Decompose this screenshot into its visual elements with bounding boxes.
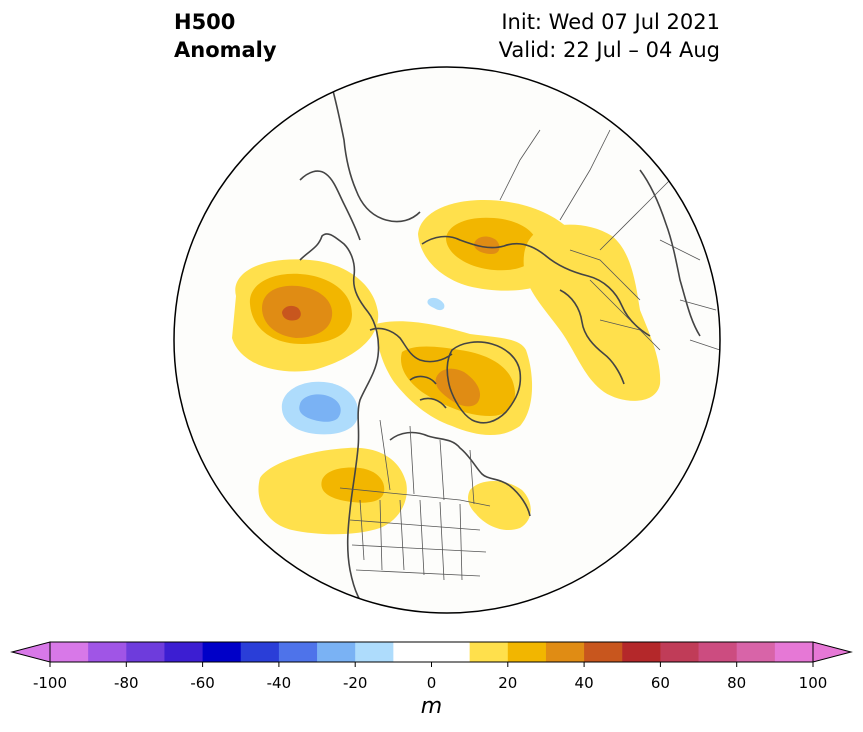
colorbar-extend-under [10, 641, 51, 663]
colorbar: -100 -80 -60 -40 -20 0 20 40 60 80 100 [10, 641, 853, 690]
colorbar-box [660, 642, 700, 662]
colorbar-box [622, 642, 661, 662]
coast-greenland [446, 341, 522, 424]
colorbar-tick-label: 0 [427, 674, 437, 690]
colorbar-box [317, 642, 356, 662]
colorbar-tick-label: -20 [343, 674, 368, 690]
colorbar-tick-label: -60 [190, 674, 215, 690]
border-europe [569, 249, 661, 351]
colorbar-box [584, 642, 623, 662]
coast-hudson-bay [389, 431, 531, 517]
colorbar-box [507, 642, 547, 662]
colorbar-tick-label: -80 [114, 674, 139, 690]
political-borders [339, 129, 720, 581]
colorbar-tick-label: -40 [267, 674, 292, 690]
anomaly-europe-outer [523, 224, 661, 401]
title-left: H500 Anomaly [174, 8, 277, 64]
anomaly-arctic-trough [427, 297, 445, 311]
coast-scandinavia [559, 289, 625, 385]
colorbar-box [278, 642, 318, 662]
anomaly-greenland-high [435, 368, 481, 407]
field-label: Anomaly [174, 38, 277, 62]
colorbar-box [88, 642, 127, 662]
coast-north-america [299, 233, 380, 613]
colorbar-tick-label: 20 [498, 674, 517, 690]
coastlines [299, 79, 701, 613]
colorbar-box [545, 642, 585, 662]
border-canada-provinces [379, 419, 475, 505]
title-right: Init: Wed 07 Jul 2021 Valid: 22 Jul – 04… [499, 8, 720, 64]
colorbar-box [698, 642, 738, 662]
coast-asia-east [329, 79, 421, 223]
colorbar-box [469, 642, 509, 662]
border-middle-east [659, 239, 720, 351]
anomaly-shading [232, 200, 661, 535]
border-us-canada [339, 487, 491, 507]
colorbar-tick-label: 40 [575, 674, 594, 690]
border-us-states-a [359, 499, 463, 581]
variable-label: H500 [174, 10, 236, 34]
anomaly-siberia-high [474, 236, 500, 254]
colorbar-box [164, 642, 204, 662]
colorbar-tick-label: 100 [799, 674, 828, 690]
anomaly-usne-outer [468, 481, 531, 531]
valid-range: Valid: 22 Jul – 04 Aug [498, 38, 720, 62]
init-date: Init: Wed 07 Jul 2021 [501, 10, 720, 34]
colorbar-tick-label: -100 [33, 674, 67, 690]
colorbar-box [50, 642, 89, 662]
colorbar-box [126, 642, 165, 662]
colorbar-unit: m [420, 694, 443, 719]
colorbar-box [202, 642, 242, 662]
coast-alaska [299, 170, 361, 241]
colorbar-tick-label: 80 [727, 674, 746, 690]
globe-boundary [173, 66, 721, 614]
colorbar-box [393, 642, 432, 662]
colorbar-box [431, 642, 471, 662]
anomaly-alaska-ridge-core [282, 305, 301, 321]
colorbar-ticks: -100 -80 -60 -40 -20 0 20 40 60 80 100 [33, 662, 827, 690]
colorbar-boxes [10, 641, 853, 663]
anomaly-pacific-trough-inner [299, 394, 341, 422]
colorbar-box [774, 642, 814, 662]
colorbar-box [240, 642, 280, 662]
colorbar-box [355, 642, 394, 662]
colorbar-tick-label: 60 [651, 674, 670, 690]
polar-map [173, 66, 721, 614]
coast-siberia [421, 235, 651, 337]
colorbar-box [736, 642, 776, 662]
border-russia-asia [499, 129, 671, 251]
colorbar-extend-over [812, 641, 853, 663]
coast-europe [639, 169, 701, 337]
coast-arctic-archipelago [369, 327, 453, 409]
border-us-states-b [349, 519, 487, 577]
